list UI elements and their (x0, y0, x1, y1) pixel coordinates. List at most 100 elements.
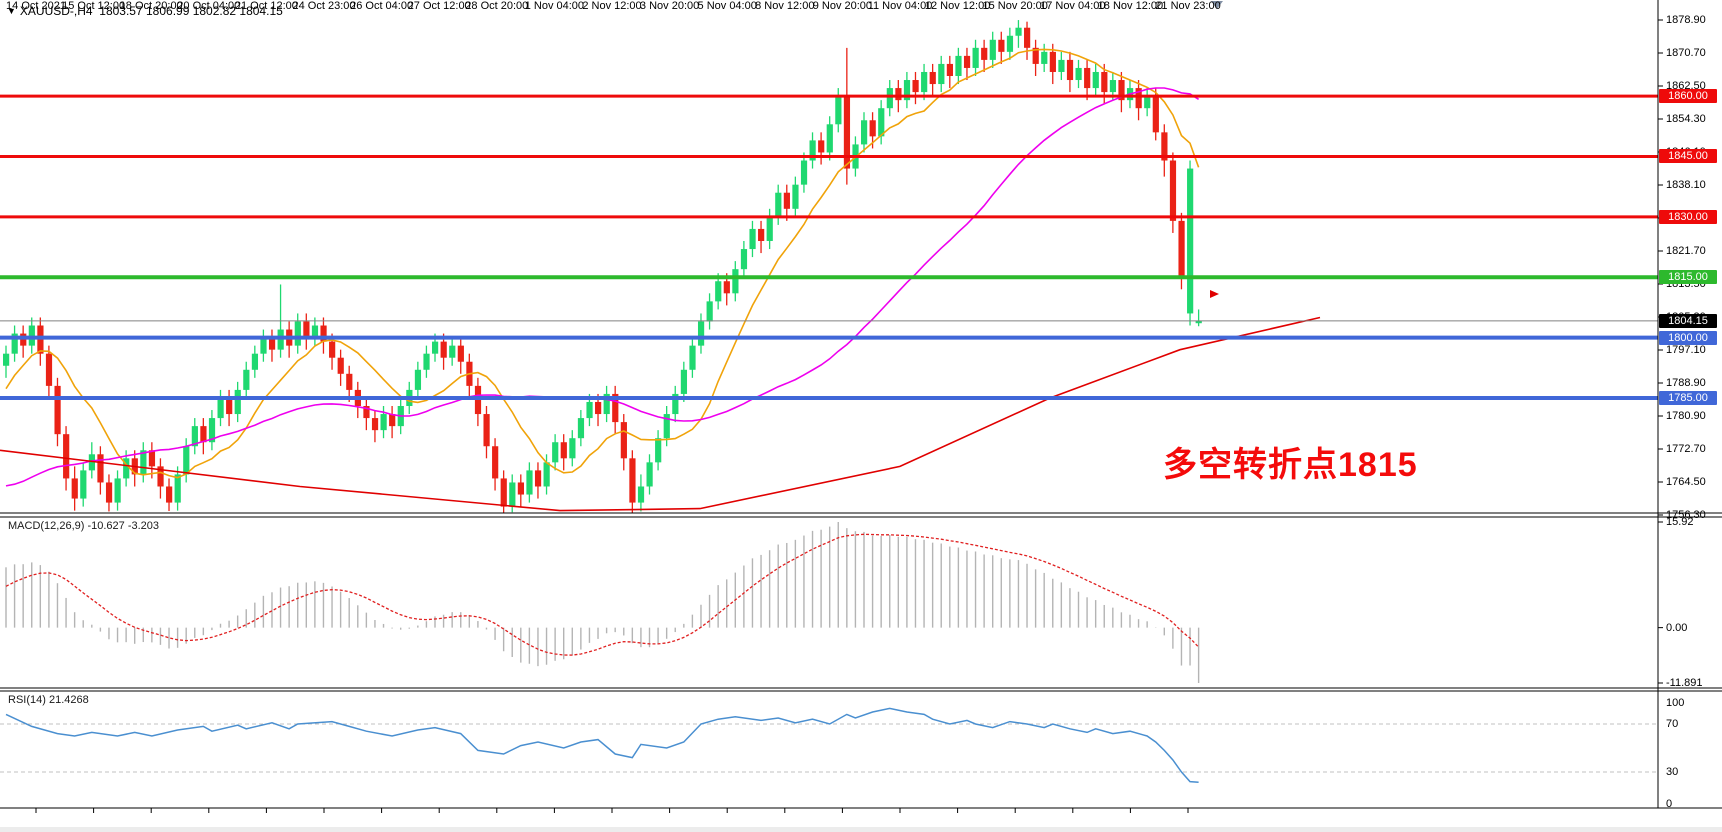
symbol-timeframe-label: XAUUSD-,H4 (19, 4, 93, 18)
candle-body (1169, 160, 1177, 221)
candle-body (423, 353, 430, 370)
candle-body (28, 325, 35, 346)
candle-body (320, 325, 327, 342)
candle-body (1084, 67, 1091, 89)
candle-body (895, 88, 902, 101)
time-tick-label: 28 Oct 20:00 (465, 0, 529, 12)
level-price-box: 1860.00 (1659, 89, 1717, 104)
candle-body (183, 446, 190, 475)
candle-body (955, 55, 962, 77)
level-price-box: 1800.00 (1659, 330, 1717, 345)
candle-body (946, 63, 953, 77)
candle-body (1015, 27, 1022, 36)
candle-body (981, 47, 988, 60)
ma-fast-line (5, 48, 1200, 479)
candle-body (123, 458, 130, 479)
rsi-axis-label: 70 (1666, 718, 1679, 730)
candle-body (200, 426, 207, 443)
candle-body (869, 120, 876, 137)
rsi-axis-label: 0 (1666, 798, 1673, 810)
candle-body (371, 418, 379, 431)
annotation-text[interactable]: 多空转折点1815 (1163, 446, 1418, 484)
candle-body (166, 486, 173, 503)
price-tick-label: 1862.50 (1666, 80, 1706, 92)
candle-body (105, 482, 113, 503)
candle-body (457, 345, 464, 362)
candle-body (646, 462, 653, 487)
candle-body (603, 393, 610, 415)
candle-body (217, 397, 224, 419)
candle-body (620, 422, 627, 459)
current-price-box: 1804.15 (1659, 313, 1717, 328)
candle-body (174, 474, 181, 503)
candle-body (637, 486, 645, 503)
candle-body (552, 442, 559, 463)
candle-body (792, 184, 799, 209)
candle-body (715, 281, 722, 302)
candle-body (380, 414, 387, 431)
candle-body (1092, 71, 1099, 89)
candle-body (526, 470, 533, 495)
candle-body (963, 55, 971, 68)
macd-axis-label: 0.00 (1666, 621, 1688, 634)
candle-body (843, 96, 851, 169)
candle-body (140, 450, 147, 475)
candle-body (329, 341, 336, 358)
candle-body (749, 228, 756, 250)
candle-body (88, 454, 95, 471)
candle-body (689, 345, 696, 370)
time-tick-label: 3 Nov 20:00 (639, 0, 700, 12)
time-tick-label: 26 Oct 04:00 (350, 0, 414, 12)
candle-body (1178, 220, 1185, 278)
time-tick-label: 11 Nov 04:00 (867, 0, 933, 12)
time-tick-label: 14 Oct 2021 (6, 0, 66, 12)
candle-body (500, 478, 507, 507)
candle-body (346, 373, 353, 390)
macd-axis-label: 15.92 (1666, 516, 1694, 528)
price-tick-label: 1764.50 (1666, 476, 1706, 488)
candle-body (45, 353, 53, 386)
price-tick-label: 1838.10 (1666, 179, 1706, 191)
candle-body (586, 401, 593, 419)
candle-body (509, 482, 516, 507)
trend-line[interactable] (0, 316, 1321, 512)
price-tick-label: 1878.90 (1666, 14, 1706, 26)
candle-body (835, 96, 842, 125)
candle-body (492, 446, 499, 479)
candle-body (577, 418, 585, 439)
price-tick-label: 1797.10 (1666, 344, 1706, 356)
time-tick-label: 2 Nov 12:00 (582, 0, 642, 12)
candle-body (54, 385, 61, 435)
price-tick-label: 1854.30 (1666, 113, 1706, 125)
candle-body (697, 321, 705, 346)
candle-body (560, 442, 567, 459)
candle-body (929, 71, 936, 85)
candle-body (277, 329, 284, 350)
candle-body (878, 108, 885, 137)
candle-body (912, 80, 919, 93)
candle-body (37, 325, 44, 354)
chart-shift-marker-icon[interactable] (1211, 1, 1223, 9)
candle-body (337, 357, 344, 374)
candle-body (706, 301, 713, 322)
candle-body (389, 414, 396, 427)
time-tick-label: 20 Oct 04:00 (177, 0, 241, 12)
price-tick-label: 1870.70 (1666, 47, 1706, 59)
macd-axis-label: -11.891 (1666, 677, 1703, 689)
rsi-axis-label: 100 (1666, 697, 1685, 709)
time-tick-label: 18 Oct 20:00 (119, 0, 183, 12)
symbol-dropdown-icon[interactable]: ▼ (7, 6, 16, 16)
macd-signal-line (5, 533, 1200, 656)
level-price-box: 1785.00 (1659, 390, 1717, 405)
candle-body (903, 80, 911, 101)
candle-body (363, 406, 370, 419)
price-tick-label: 1756.30 (1666, 509, 1706, 521)
candle-body (543, 462, 550, 487)
candle-body (1101, 71, 1108, 93)
candle-body (612, 393, 619, 423)
candle-body (1006, 35, 1014, 52)
candle-body (474, 385, 482, 415)
time-tick-label: 1 Nov 04:00 (524, 0, 585, 12)
